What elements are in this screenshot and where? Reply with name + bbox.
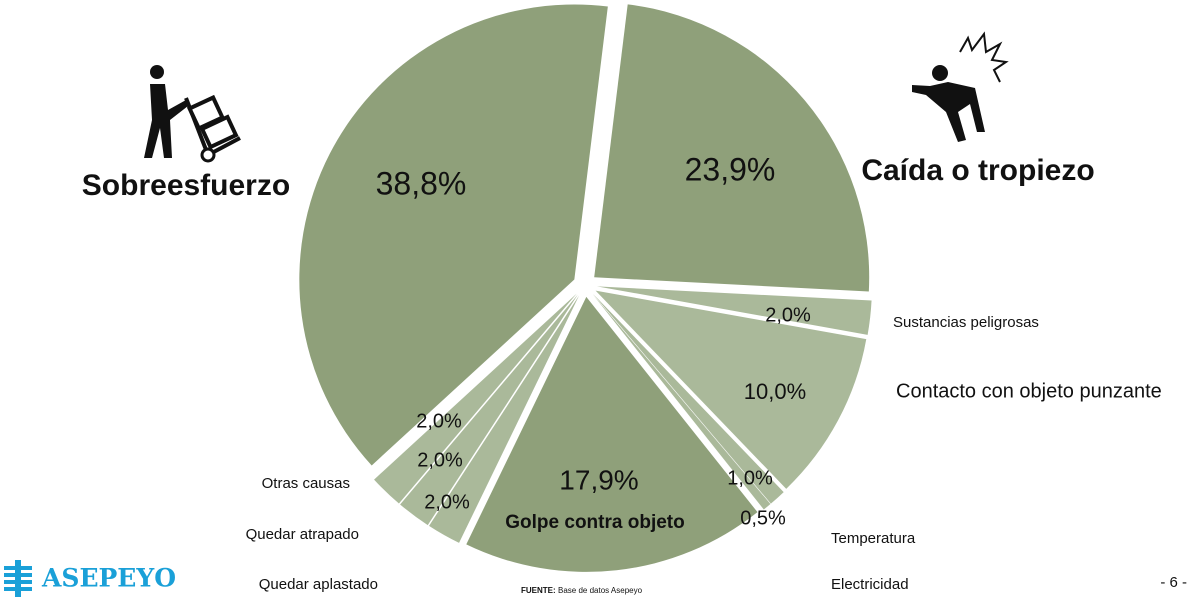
pie-slice	[400, 294, 578, 526]
logo: ASEPEYO	[4, 560, 176, 597]
pie-slice	[594, 4, 870, 292]
pie-slice	[595, 290, 867, 489]
pie-slice	[299, 4, 608, 466]
value-label: 2,0%	[417, 449, 463, 471]
category-label: Caída o tropiezo	[861, 154, 1094, 187]
pie-slice	[596, 286, 872, 335]
overexertion-icon	[144, 65, 241, 163]
pie-slice	[429, 295, 580, 543]
category-label: Quedar aplastado	[259, 576, 378, 593]
pie-slice	[374, 293, 577, 504]
category-label: Golpe contra objeto	[505, 512, 684, 533]
value-label: 0,5%	[740, 507, 786, 529]
pie-slice	[593, 293, 784, 504]
category-label: Contacto con objeto punzante	[896, 380, 1162, 402]
category-label: Electricidad	[831, 576, 909, 593]
pie-slice	[466, 296, 758, 572]
page-number: - 6 -	[1160, 574, 1187, 591]
value-label: 17,9%	[559, 464, 638, 495]
value-label: 2,0%	[416, 410, 462, 432]
source-label: FUENTE:	[521, 586, 556, 595]
value-label: 10,0%	[744, 379, 806, 404]
value-label: 2,0%	[424, 491, 470, 513]
source: Base de datos Asepeyo	[558, 586, 643, 595]
value-label: 38,8%	[376, 165, 467, 201]
logo-text: ASEPEYO	[41, 564, 176, 593]
value-label: 2,0%	[765, 304, 811, 326]
category-label: Otras causas	[262, 475, 350, 492]
category-label: Sustancias peligrosas	[893, 314, 1039, 331]
pie-slice	[592, 294, 771, 510]
value-label: 1,0%	[727, 467, 773, 489]
category-label: Temperatura	[831, 530, 916, 547]
fall-icon	[912, 31, 1009, 142]
value-label: 23,9%	[685, 151, 776, 187]
category-label: Quedar atrapado	[246, 526, 359, 543]
category-label: Sobreesfuerzo	[82, 169, 290, 202]
